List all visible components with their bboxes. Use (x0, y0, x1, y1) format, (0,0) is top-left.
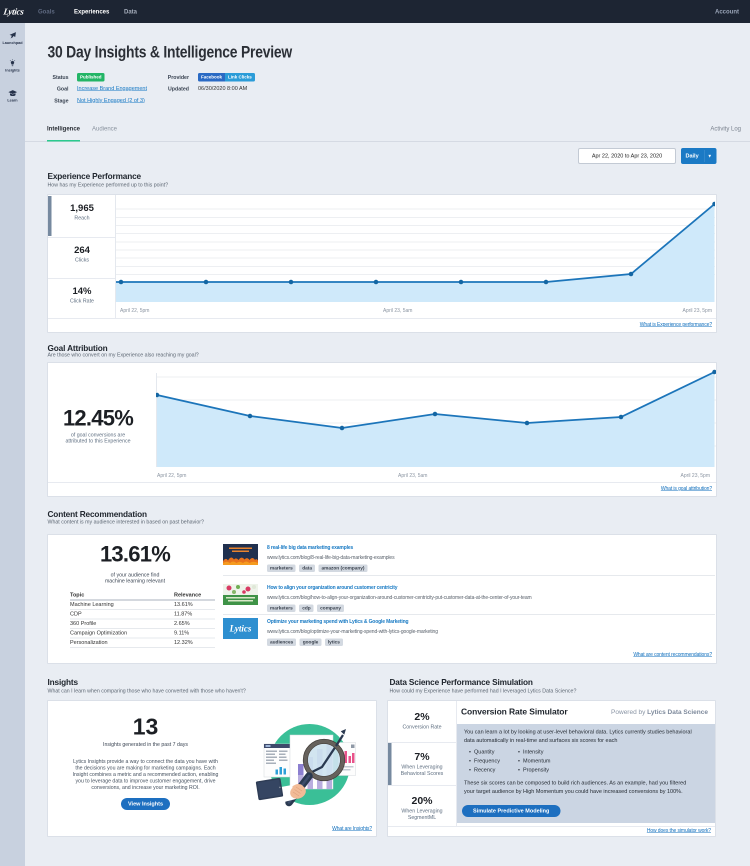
svg-text:Lytics: Lytics (229, 624, 252, 634)
